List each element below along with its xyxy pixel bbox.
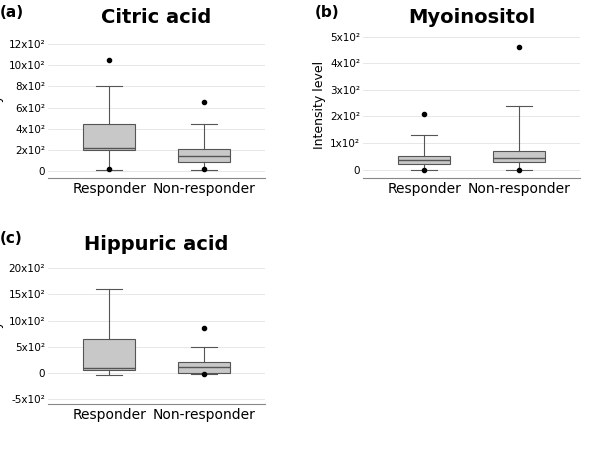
Text: (b): (b) xyxy=(315,5,340,20)
PathPatch shape xyxy=(178,362,230,373)
Title: Hippuric acid: Hippuric acid xyxy=(84,235,228,254)
Y-axis label: Intensity level: Intensity level xyxy=(0,287,4,375)
Title: Citric acid: Citric acid xyxy=(101,8,212,27)
Y-axis label: Intensity level: Intensity level xyxy=(313,61,326,149)
PathPatch shape xyxy=(178,149,230,162)
PathPatch shape xyxy=(83,123,135,150)
PathPatch shape xyxy=(83,339,135,370)
PathPatch shape xyxy=(398,156,450,164)
PathPatch shape xyxy=(493,151,545,162)
Y-axis label: Intensity level: Intensity level xyxy=(0,61,4,149)
Title: Myoinositol: Myoinositol xyxy=(408,8,535,27)
Text: (a): (a) xyxy=(0,5,24,20)
Text: (c): (c) xyxy=(0,231,23,246)
